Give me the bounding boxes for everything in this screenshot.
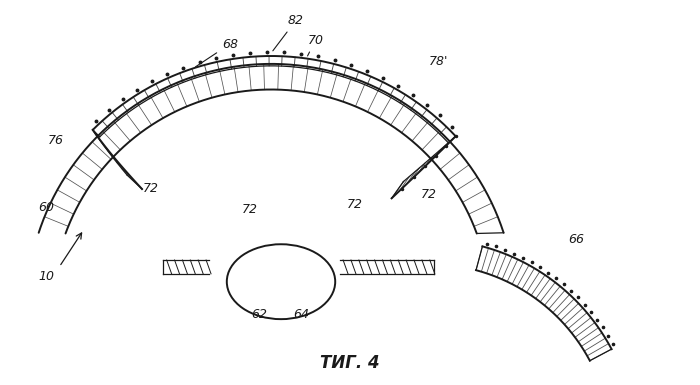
Text: 76: 76 [48,134,64,147]
Text: 72: 72 [421,189,437,201]
Text: 60: 60 [38,201,55,214]
Text: 72: 72 [347,198,363,211]
Text: 72: 72 [143,182,159,194]
Text: ΤИГ. 4: ΤИГ. 4 [320,353,380,372]
Text: 62: 62 [251,308,267,321]
Text: 10: 10 [38,270,55,283]
Text: 64: 64 [293,308,309,321]
Text: 68: 68 [195,38,238,67]
Text: 72: 72 [241,203,258,216]
Text: 78': 78' [429,55,449,69]
Text: 70: 70 [307,34,323,56]
Text: 82: 82 [273,14,304,51]
Text: 66: 66 [568,233,584,246]
